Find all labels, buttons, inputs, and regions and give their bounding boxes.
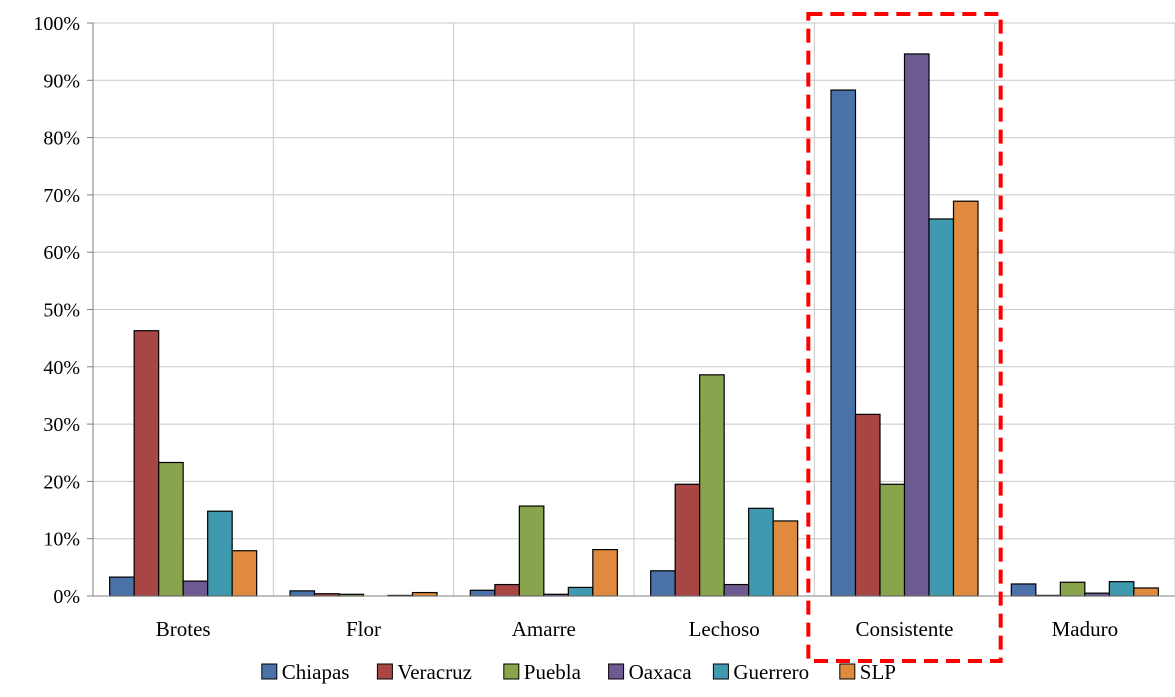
y-tick-label: 100% [33, 13, 80, 35]
y-tick-label: 90% [43, 70, 80, 92]
x-tick-label: Flor [346, 617, 381, 641]
bar-slp-amarre [592, 548, 618, 597]
highlight-box [806, 12, 1003, 663]
bar-slp-consistente [952, 200, 979, 597]
legend-label-slp: SLP [860, 660, 896, 684]
bar-chiapas-amarre [469, 589, 496, 597]
x-tick-labels: Brotes Flor Amarre Lechoso Consistente Maduro [156, 617, 1118, 641]
bar-puebla-maduro [1059, 581, 1086, 597]
x-tick-label: Brotes [156, 617, 211, 641]
legend-swatch-puebla [503, 663, 520, 680]
x-tick-label: Lechoso [689, 617, 760, 641]
y-tick-labels: 0% 10% 20% 30% 40% 50% 60% 70% 80% 90% 100% [33, 13, 80, 608]
legend: Chiapas Veracruz Puebla Oaxaca Guerrero SLP [261, 660, 896, 684]
bar-guerrero-brotes [207, 510, 233, 597]
bar-veracruz-lechoso [674, 483, 701, 597]
y-tick-label: 80% [43, 128, 80, 150]
bar-slp-maduro [1133, 587, 1159, 597]
bar-guerrero-consistente [928, 218, 955, 597]
x-tick-label: Consistente [856, 617, 954, 641]
bar-veracruz-amarre [494, 583, 520, 597]
bar-veracruz-consistente [854, 413, 881, 597]
bar-puebla-brotes [158, 461, 184, 597]
gridlines [93, 22, 1175, 596]
legend-swatch-veracruz [376, 663, 393, 680]
y-tick-label: 30% [43, 414, 80, 436]
x-tick-label: Maduro [1052, 617, 1119, 641]
bar-slp-brotes [231, 550, 258, 597]
bar-veracruz-brotes [133, 330, 160, 597]
legend-label-veracruz: Veracruz [397, 660, 472, 684]
bar-puebla-amarre [518, 505, 545, 597]
bar-oaxaca-brotes [182, 580, 209, 597]
legend-label-puebla: Puebla [524, 660, 582, 684]
y-tick-label: 50% [43, 300, 80, 322]
y-tick-label: 40% [43, 357, 80, 379]
bar-oaxaca-consistente [903, 53, 930, 597]
bar-guerrero-amarre [567, 586, 594, 597]
y-tick-label: 20% [43, 471, 80, 493]
x-tick-label: Amarre [512, 617, 576, 641]
bar-puebla-consistente [879, 483, 906, 597]
axes [87, 22, 1175, 597]
bar-chiapas-maduro [1010, 583, 1037, 597]
legend-swatch-slp [839, 663, 856, 680]
bars [109, 53, 1159, 597]
bar-chiapas-flor [289, 590, 316, 597]
bar-oaxaca-lechoso [723, 583, 750, 597]
bar-guerrero-maduro [1108, 581, 1135, 597]
legend-label-guerrero: Guerrero [733, 660, 809, 684]
y-tick-label: 60% [43, 242, 80, 264]
legend-label-chiapas: Chiapas [282, 660, 350, 684]
y-tick-label: 70% [43, 185, 80, 207]
bar-chiapas-lechoso [650, 570, 676, 597]
highlight-rect [806, 12, 1003, 663]
bar-slp-flor [411, 591, 438, 597]
bar-puebla-lechoso [699, 374, 725, 597]
legend-label-oaxaca: Oaxaca [629, 660, 693, 684]
y-tick-label: 10% [43, 529, 80, 551]
y-tick-label: 0% [53, 586, 80, 608]
legend-swatch-guerrero [712, 663, 729, 680]
bar-chiapas-brotes [109, 576, 135, 597]
legend-swatch-chiapas [261, 663, 278, 680]
legend-swatch-oaxaca [608, 663, 625, 680]
bar-chiapas-consistente [830, 89, 857, 597]
bar-slp-lechoso [772, 520, 799, 597]
bar-guerrero-lechoso [748, 507, 774, 597]
